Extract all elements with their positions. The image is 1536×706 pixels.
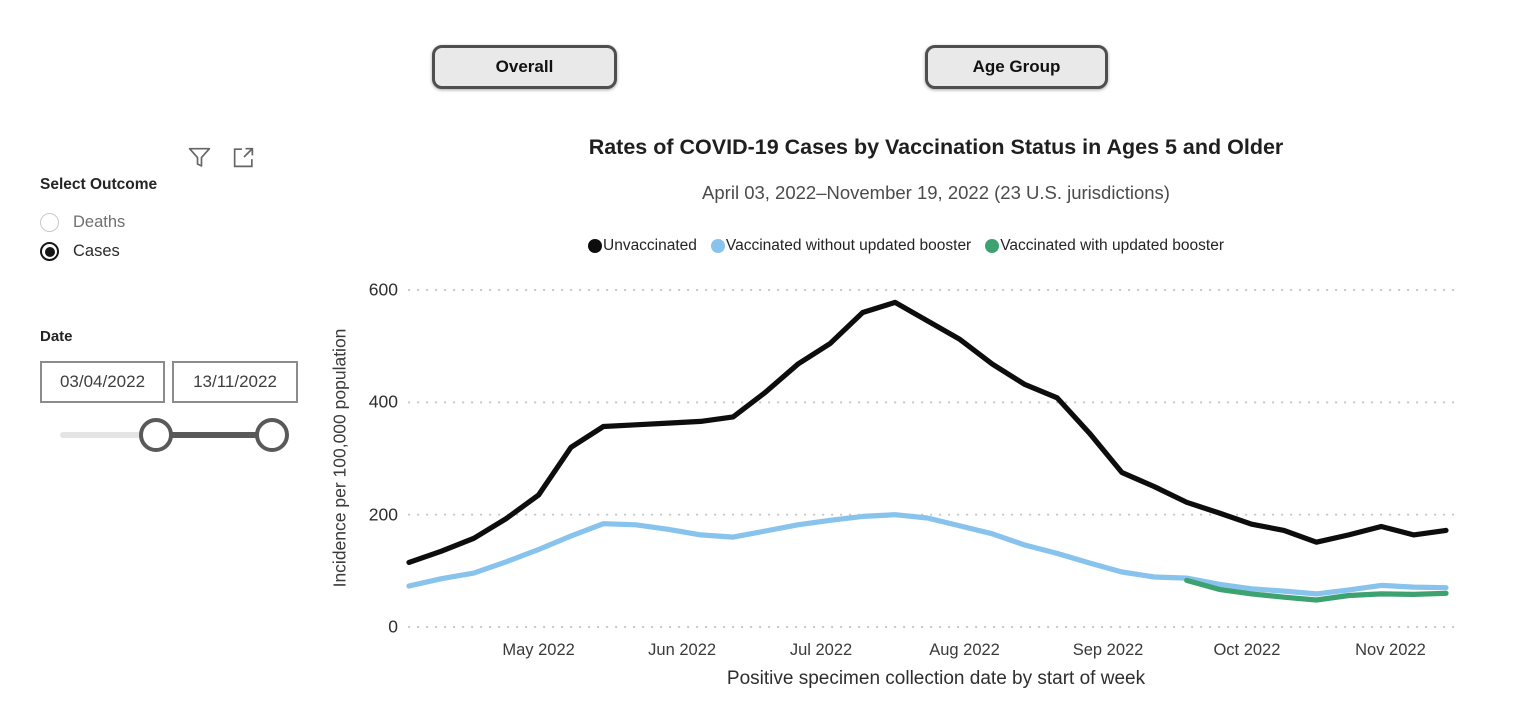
y-tick-label: 0 xyxy=(388,616,398,637)
series-line-vaccinated-with-updated-booster[interactable] xyxy=(1184,577,1449,603)
date-slider-handle-end[interactable] xyxy=(255,418,289,452)
legend-item-unvaccinated[interactable]: Unvaccinated xyxy=(588,237,697,255)
legend-dot-icon xyxy=(710,239,725,253)
x-tick-label: Oct 2022 xyxy=(1213,641,1281,659)
visual-header xyxy=(186,145,257,170)
radio-label-deaths: Deaths xyxy=(73,213,126,231)
radio-option-cases[interactable]: Cases xyxy=(40,242,120,261)
date-end-input[interactable]: 13/11/2022 xyxy=(172,361,298,403)
x-tick-label: May 2022 xyxy=(502,641,575,659)
x-tick-label: Nov 2022 xyxy=(1355,641,1426,659)
x-axis-label: Positive specimen collection date by sta… xyxy=(726,668,1146,689)
date-slicer-label: Date xyxy=(40,328,73,345)
chart-subtitle: April 03, 2022–November 19, 2022 (23 U.S… xyxy=(702,182,1170,203)
chart-legend: Unvaccinated Vaccinated without updated b… xyxy=(380,237,1432,255)
x-tick-label: Jul 2022 xyxy=(789,641,853,659)
radio-label-cases: Cases xyxy=(73,242,120,260)
legend-label: Vaccinated without updated booster xyxy=(725,237,972,254)
date-slider-handle-start[interactable] xyxy=(139,418,173,452)
date-start-input[interactable]: 03/04/2022 xyxy=(40,361,165,403)
date-slider-range[interactable] xyxy=(156,432,272,438)
radio-selected-icon[interactable] xyxy=(40,242,59,261)
tab-age-group[interactable]: Age Group xyxy=(925,45,1108,89)
filter-icon[interactable] xyxy=(186,145,213,170)
legend-label: Vaccinated with updated booster xyxy=(1000,237,1224,254)
series-line-vaccinated-without-updated-booster[interactable] xyxy=(406,512,1449,597)
y-tick-label: 600 xyxy=(368,279,398,300)
legend-dot-icon xyxy=(985,239,1000,253)
radio-option-deaths[interactable]: Deaths xyxy=(40,213,125,232)
legend-item-vaccinated-with-updated-booster[interactable]: Vaccinated with updated booster xyxy=(985,237,1224,255)
select-outcome-label: Select Outcome xyxy=(40,176,158,193)
y-tick-label: 200 xyxy=(368,504,398,525)
radio-unselected-icon[interactable] xyxy=(40,213,59,232)
x-tick-label: Aug 2022 xyxy=(929,641,1000,659)
tab-overall[interactable]: Overall xyxy=(432,45,617,89)
y-axis-label: Incidence per 100,000 population xyxy=(329,328,350,588)
series-line-unvaccinated[interactable] xyxy=(406,299,1449,566)
legend-dot-icon xyxy=(588,239,602,253)
radio-dot xyxy=(44,246,55,257)
chart-title: Rates of COVID-19 Cases by Vaccination S… xyxy=(588,135,1284,159)
y-tick-label: 400 xyxy=(368,391,398,412)
focus-mode-icon[interactable] xyxy=(230,145,257,170)
legend-label: Unvaccinated xyxy=(603,237,697,254)
x-tick-label: Sep 2022 xyxy=(1072,641,1144,659)
date-slider-track[interactable] xyxy=(60,432,156,438)
x-tick-label: Jun 2022 xyxy=(648,641,717,659)
legend-item-vaccinated-without-updated-booster[interactable]: Vaccinated without updated booster xyxy=(710,237,972,255)
